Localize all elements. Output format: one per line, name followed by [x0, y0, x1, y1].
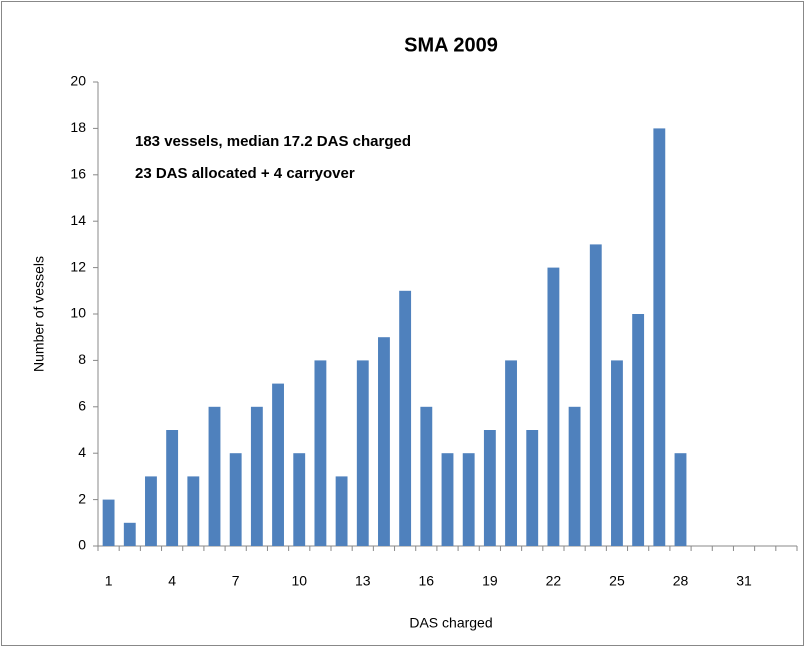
y-tick-label: 14 [70, 212, 86, 228]
y-tick-label: 0 [78, 537, 86, 553]
bar [272, 383, 284, 546]
x-tick-label: 13 [355, 573, 371, 589]
y-tick-label: 6 [78, 398, 86, 414]
bar [462, 453, 475, 546]
y-tick-label: 2 [78, 490, 86, 506]
bar [505, 360, 517, 546]
y-tick-label: 20 [70, 73, 86, 89]
bar [589, 244, 602, 546]
x-tick-label: 10 [291, 573, 307, 589]
bar [187, 476, 200, 546]
y-tick-label: 4 [78, 444, 86, 460]
y-tick-label: 8 [78, 351, 86, 367]
bar [378, 337, 390, 546]
bar [568, 406, 581, 546]
bar [123, 522, 136, 546]
bar [335, 476, 348, 546]
bar [208, 406, 221, 546]
bar [229, 453, 242, 546]
bar [441, 453, 454, 546]
y-tick-label: 10 [70, 305, 86, 321]
bar [547, 267, 560, 546]
y-tick-label: 12 [70, 258, 86, 274]
bar [611, 360, 623, 546]
annotation: 183 vessels, median 17.2 DAS charged [135, 133, 411, 150]
y-axis-label: Number of vessels [31, 256, 47, 372]
x-tick-label: 28 [673, 573, 689, 589]
y-tick-label: 16 [70, 166, 86, 182]
bar [250, 406, 263, 546]
x-tick-label: 16 [419, 573, 435, 589]
bar [483, 430, 496, 546]
x-tick-label: 22 [546, 573, 562, 589]
bar [674, 453, 687, 546]
bar [166, 430, 179, 546]
bar [293, 453, 306, 546]
bar [314, 360, 327, 546]
x-tick-label: 7 [232, 573, 240, 589]
bar [399, 290, 412, 546]
chart-title: SMA 2009 [404, 34, 498, 56]
y-tick-label: 18 [70, 119, 86, 135]
x-axis-label: DAS charged [409, 615, 492, 631]
x-tick-label: 1 [105, 573, 113, 589]
x-tick-label: 25 [609, 573, 625, 589]
x-tick-label: 4 [168, 573, 176, 589]
bar [102, 499, 115, 546]
bar [632, 314, 645, 546]
bar [420, 406, 433, 546]
bar [145, 476, 157, 546]
bar [526, 430, 539, 546]
annotation: 23 DAS allocated + 4 carryover [135, 165, 355, 182]
bar [653, 128, 666, 546]
x-tick-label: 31 [736, 573, 752, 589]
x-tick-label: 19 [482, 573, 498, 589]
bar [356, 360, 369, 546]
